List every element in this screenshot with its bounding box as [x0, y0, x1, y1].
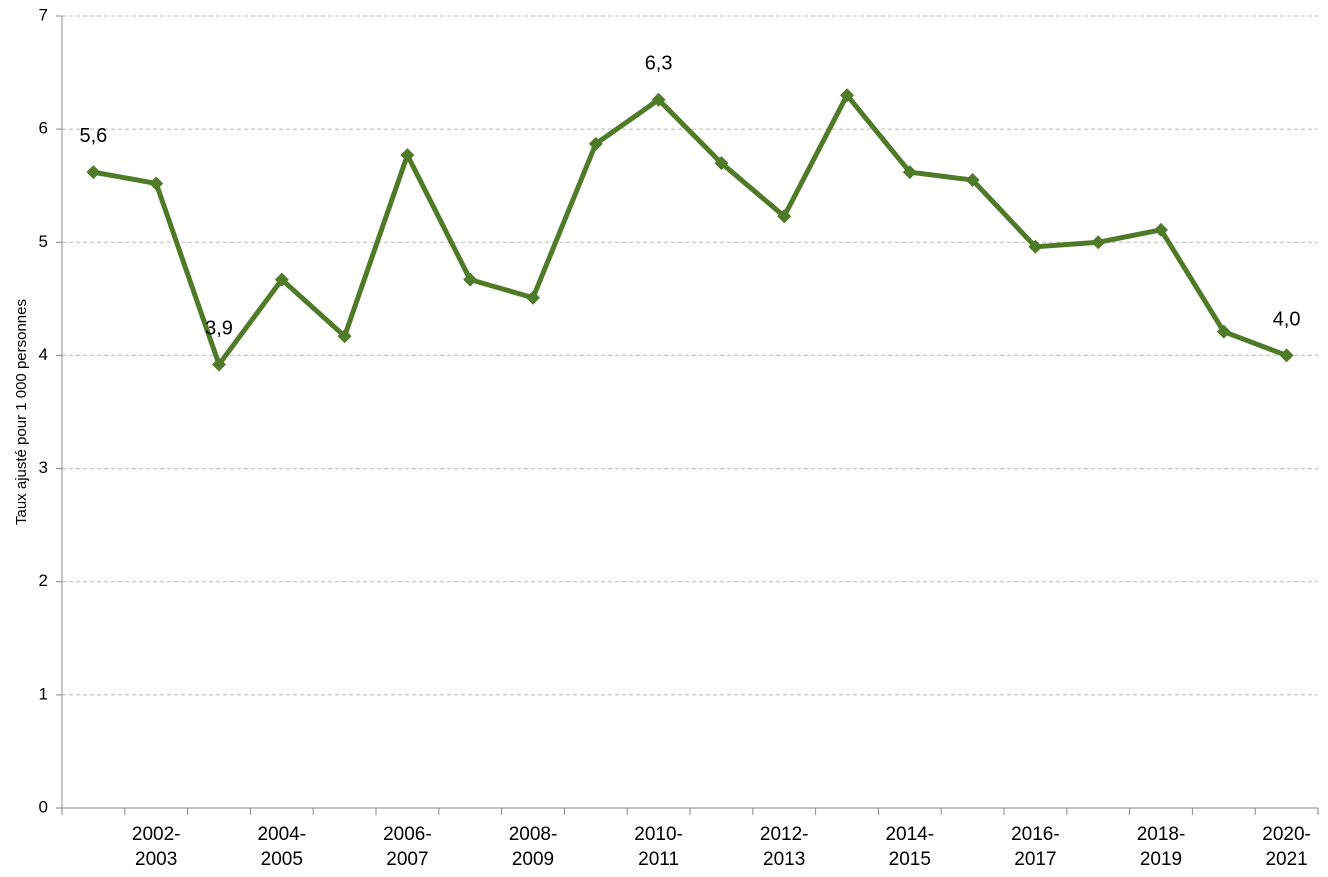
marker [965, 173, 980, 188]
marker [777, 209, 792, 224]
x-tick-label: 2002-2003 [131, 824, 181, 870]
y-tick-label: 3 [39, 458, 48, 477]
marker [274, 272, 289, 287]
y-tick-label: 2 [39, 571, 48, 590]
y-tick-label: 1 [39, 684, 48, 703]
marker [714, 156, 729, 171]
x-tick-label: 2016-2017 [1011, 824, 1060, 870]
x-tick-label: 2008-2009 [508, 824, 558, 870]
data-label: 3,9 [205, 317, 233, 339]
marker [588, 136, 603, 151]
marker [212, 357, 226, 372]
marker [1216, 324, 1231, 339]
marker [1091, 235, 1106, 250]
x-tick-label: 2004-2005 [257, 824, 307, 870]
x-tick-label: 2012-2013 [759, 824, 809, 870]
marker [86, 165, 101, 180]
data-label: 6,3 [645, 53, 673, 75]
y-tick-label: 5 [39, 232, 48, 251]
data-label: 4,0 [1273, 308, 1301, 330]
x-tick-label: 2010-2011 [634, 824, 683, 870]
x-tick-label: 2020-2021 [1262, 824, 1311, 870]
y-tick-label: 7 [39, 5, 48, 24]
y-axis-label: Taux ajusté pour 1 000 personnes [13, 299, 30, 525]
y-tick-label: 0 [39, 797, 48, 816]
marker [463, 272, 478, 287]
line [92, 92, 1288, 367]
y-tick-label: 4 [39, 345, 48, 364]
marker [1279, 348, 1294, 363]
marker [526, 290, 540, 305]
x-tick-label: 2014-2015 [885, 824, 935, 870]
marker [400, 148, 415, 163]
x-tick-label: 2006-2007 [383, 824, 432, 870]
marker [840, 88, 854, 103]
y-tick-label: 6 [39, 119, 48, 138]
marker [651, 92, 666, 107]
x-tick-label: 2018-2019 [1136, 824, 1186, 870]
marker [1028, 239, 1043, 254]
marker [149, 176, 164, 191]
data-label: 5,6 [79, 125, 107, 147]
marker [1154, 222, 1168, 237]
marker [902, 165, 917, 180]
marker [337, 329, 352, 344]
